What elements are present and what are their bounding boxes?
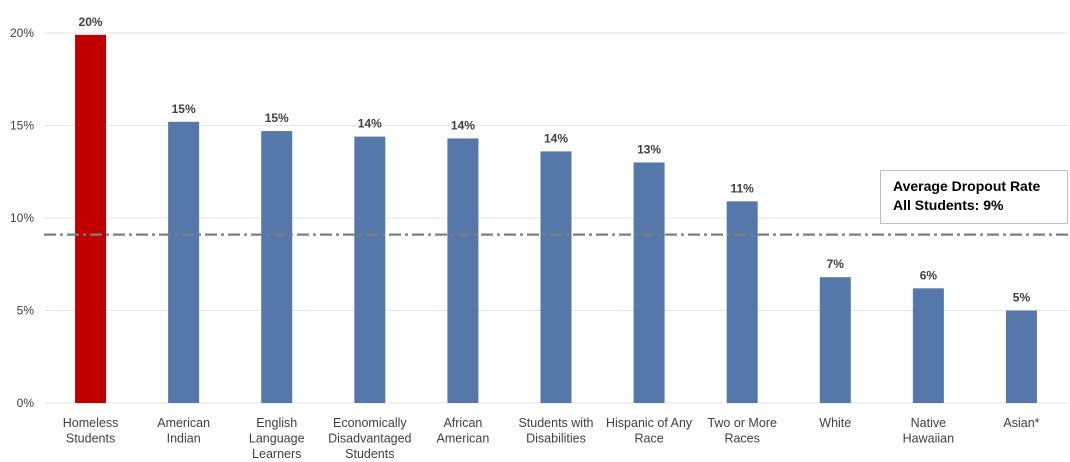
data-label-2: 15% (265, 111, 289, 125)
data-labels: 20% 15% 15% 14% 14% 14% 13% 11% 7% 6% 5% (79, 15, 1031, 305)
data-label-7: 11% (731, 181, 755, 195)
bar-0 (75, 34, 107, 403)
data-label-0: 20% (79, 15, 103, 29)
category-label-8: White (819, 416, 851, 430)
category-label-0: Homeless Students (63, 416, 119, 446)
category-label-2: English Language Learners (249, 416, 305, 461)
category-label-10: Asian* (1003, 416, 1039, 430)
y-axis-ticks: 0% 5% 10% 15% 20% (10, 26, 34, 410)
bar-2 (261, 131, 293, 404)
category-label-6: Hispanic of Any Race (606, 416, 693, 446)
bars (75, 34, 1037, 404)
bar-10 (1005, 310, 1037, 403)
category-label-7: Two or More Races (707, 416, 777, 446)
y-tick-label: 20% (10, 26, 34, 40)
data-label-1: 15% (172, 102, 196, 116)
data-label-10: 5% (1013, 291, 1031, 305)
category-label-4: African American (437, 416, 490, 446)
category-label-5: Students with Disabilities (518, 416, 593, 446)
data-label-4: 14% (451, 118, 475, 132)
annotation-line-1: Average Dropout Rate (893, 178, 1041, 194)
bar-4 (447, 138, 479, 403)
data-label-5: 14% (544, 131, 568, 145)
bar-1 (168, 121, 200, 404)
y-tick-label: 15% (10, 119, 34, 133)
y-tick-label: 10% (10, 211, 34, 225)
category-label-3: Economically Disadvantaged Students (328, 416, 411, 461)
bar-9 (912, 288, 944, 403)
category-label-1: American Indian (157, 416, 210, 446)
data-label-6: 13% (637, 143, 661, 157)
bar-3 (354, 136, 386, 403)
bar-5 (540, 151, 572, 403)
annotation-line-2: All Students: 9% (893, 197, 1004, 213)
y-tick-label: 5% (17, 304, 35, 318)
bar-8 (819, 277, 851, 403)
data-label-8: 7% (827, 257, 845, 271)
category-labels: Homeless Students American Indian English Lan… (63, 416, 1040, 461)
y-tick-label: 0% (17, 396, 35, 410)
bar-7 (726, 201, 758, 403)
average-dropout-annotation: Average Dropout Rate All Students: 9% (880, 170, 1068, 224)
category-label-9: Native Hawaiian (903, 416, 954, 446)
data-label-3: 14% (358, 117, 382, 131)
data-label-9: 6% (920, 268, 938, 282)
bar-6 (633, 162, 665, 403)
